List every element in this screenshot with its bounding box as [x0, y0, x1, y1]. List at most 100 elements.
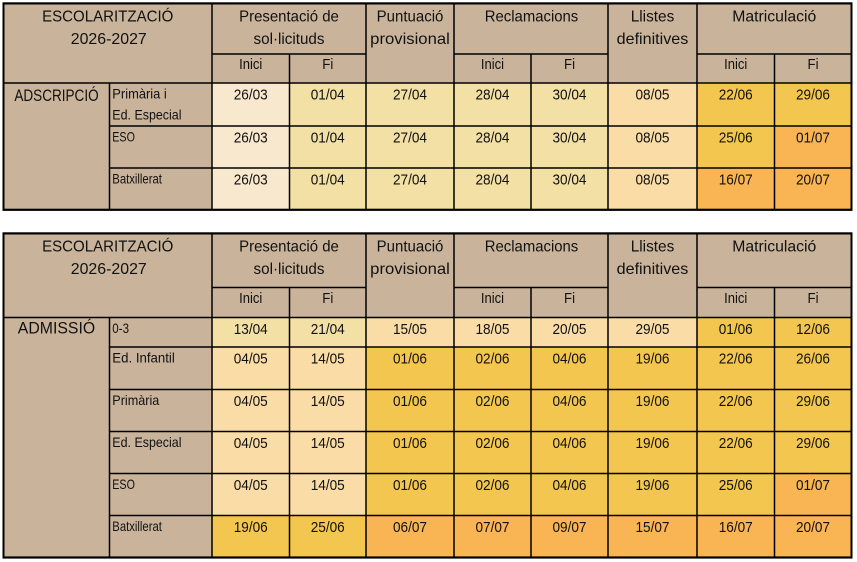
- svg-text:01/06: 01/06: [393, 435, 427, 452]
- svg-text:Fi: Fi: [564, 290, 575, 307]
- svg-text:08/05: 08/05: [636, 129, 670, 146]
- svg-text:sol·licituds: sol·licituds: [254, 261, 325, 278]
- svg-text:30/04: 30/04: [553, 86, 587, 103]
- svg-text:Batxillerat: Batxillerat: [112, 170, 162, 186]
- svg-text:2026-2027: 2026-2027: [71, 31, 147, 48]
- svg-text:27/04: 27/04: [393, 171, 427, 188]
- svg-text:08/05: 08/05: [636, 86, 670, 103]
- svg-text:Matriculació: Matriculació: [732, 239, 816, 256]
- svg-text:09/07: 09/07: [553, 519, 587, 536]
- svg-text:01/06: 01/06: [393, 477, 427, 494]
- svg-text:01/04: 01/04: [311, 86, 345, 103]
- svg-text:Inici: Inici: [481, 56, 504, 73]
- svg-text:04/05: 04/05: [234, 435, 268, 452]
- svg-text:12/06: 12/06: [796, 321, 830, 338]
- svg-text:04/05: 04/05: [234, 350, 268, 367]
- svg-text:01/06: 01/06: [393, 350, 427, 367]
- svg-text:29/06: 29/06: [796, 435, 830, 452]
- svg-text:01/04: 01/04: [311, 129, 345, 146]
- svg-text:Inici: Inici: [724, 56, 747, 73]
- svg-text:ESO: ESO: [112, 476, 135, 492]
- svg-text:13/04: 13/04: [234, 321, 268, 338]
- svg-text:Ed. Infantil: Ed. Infantil: [112, 349, 175, 365]
- svg-text:Inici: Inici: [724, 290, 747, 307]
- svg-text:Primària i: Primària i: [112, 85, 167, 101]
- svg-text:02/06: 02/06: [476, 393, 510, 410]
- svg-text:2026-2027: 2026-2027: [71, 261, 147, 278]
- svg-text:27/04: 27/04: [393, 129, 427, 146]
- svg-text:26/03: 26/03: [234, 129, 268, 146]
- svg-text:Fi: Fi: [808, 56, 819, 73]
- svg-text:20/07: 20/07: [796, 519, 830, 536]
- svg-text:04/05: 04/05: [234, 477, 268, 494]
- svg-text:sol·licituds: sol·licituds: [254, 31, 325, 48]
- svg-text:28/04: 28/04: [476, 171, 510, 188]
- svg-text:16/07: 16/07: [719, 171, 753, 188]
- svg-text:Fi: Fi: [322, 56, 333, 73]
- svg-text:Presentació de: Presentació de: [239, 239, 339, 256]
- svg-text:01/07: 01/07: [796, 477, 830, 494]
- svg-text:19/06: 19/06: [234, 519, 268, 536]
- svg-text:Puntuació: Puntuació: [377, 239, 444, 256]
- svg-text:02/06: 02/06: [476, 435, 510, 452]
- svg-text:19/06: 19/06: [636, 477, 670, 494]
- svg-text:14/05: 14/05: [311, 435, 345, 452]
- svg-text:Inici: Inici: [239, 56, 262, 73]
- svg-text:ESCOLARITZACIÓ: ESCOLARITZACIÓ: [42, 237, 173, 256]
- svg-text:26/03: 26/03: [234, 86, 268, 103]
- svg-text:25/06: 25/06: [719, 129, 753, 146]
- svg-text:02/06: 02/06: [476, 350, 510, 367]
- svg-text:18/05: 18/05: [476, 321, 510, 338]
- svg-text:30/04: 30/04: [553, 129, 587, 146]
- svg-text:01/06: 01/06: [719, 321, 753, 338]
- svg-text:01/04: 01/04: [311, 171, 345, 188]
- svg-text:30/04: 30/04: [553, 171, 587, 188]
- svg-text:04/06: 04/06: [553, 477, 587, 494]
- svg-text:29/06: 29/06: [796, 393, 830, 410]
- svg-text:04/06: 04/06: [553, 393, 587, 410]
- svg-text:ADSCRIPCIÓ: ADSCRIPCIÓ: [14, 86, 98, 105]
- svg-text:01/06: 01/06: [393, 393, 427, 410]
- svg-text:25/06: 25/06: [719, 477, 753, 494]
- svg-text:22/06: 22/06: [719, 350, 753, 367]
- svg-text:Inici: Inici: [239, 290, 262, 307]
- svg-text:08/05: 08/05: [636, 171, 670, 188]
- svg-text:provisional: provisional: [370, 31, 450, 48]
- svg-text:21/04: 21/04: [311, 321, 345, 338]
- svg-text:Fi: Fi: [808, 290, 819, 307]
- svg-text:0-3: 0-3: [112, 320, 129, 336]
- svg-text:Matriculació: Matriculació: [732, 9, 816, 26]
- svg-text:definitives: definitives: [617, 261, 689, 278]
- svg-text:29/05: 29/05: [636, 321, 670, 338]
- svg-text:06/07: 06/07: [393, 519, 427, 536]
- svg-text:27/04: 27/04: [393, 86, 427, 103]
- svg-text:02/06: 02/06: [476, 477, 510, 494]
- svg-text:07/07: 07/07: [476, 519, 510, 536]
- svg-text:01/07: 01/07: [796, 129, 830, 146]
- svg-text:15/07: 15/07: [636, 519, 670, 536]
- svg-text:ADMISSIÓ: ADMISSIÓ: [18, 319, 95, 338]
- svg-text:Llistes: Llistes: [631, 9, 675, 26]
- svg-text:28/04: 28/04: [476, 86, 510, 103]
- svg-text:Ed. Especial: Ed. Especial: [112, 434, 181, 450]
- svg-text:Inici: Inici: [481, 290, 504, 307]
- svg-text:ESO: ESO: [112, 128, 135, 144]
- svg-text:20/07: 20/07: [796, 171, 830, 188]
- svg-text:26/06: 26/06: [796, 350, 830, 367]
- svg-text:Primària: Primària: [112, 392, 159, 408]
- svg-text:19/06: 19/06: [636, 435, 670, 452]
- svg-text:22/06: 22/06: [719, 86, 753, 103]
- svg-text:04/06: 04/06: [553, 350, 587, 367]
- svg-text:22/06: 22/06: [719, 435, 753, 452]
- svg-text:19/06: 19/06: [636, 350, 670, 367]
- svg-text:Reclamacions: Reclamacions: [485, 239, 579, 256]
- svg-text:Presentació de: Presentació de: [239, 9, 339, 26]
- svg-text:14/05: 14/05: [311, 350, 345, 367]
- svg-text:definitives: definitives: [617, 31, 689, 48]
- svg-text:Fi: Fi: [564, 56, 575, 73]
- svg-text:Puntuació: Puntuació: [377, 9, 444, 26]
- svg-text:Ed. Especial: Ed. Especial: [112, 106, 181, 122]
- svg-text:20/05: 20/05: [553, 321, 587, 338]
- svg-text:25/06: 25/06: [311, 519, 345, 536]
- svg-text:04/06: 04/06: [553, 435, 587, 452]
